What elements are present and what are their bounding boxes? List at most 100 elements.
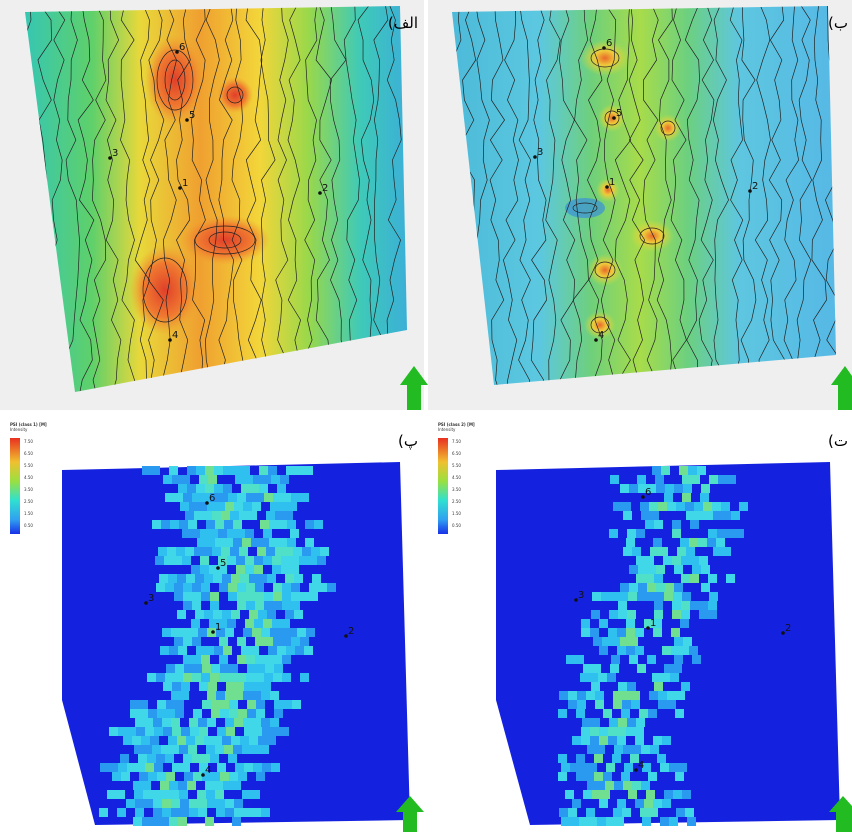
cell [589,673,598,682]
cell [238,772,247,781]
cell [669,817,678,826]
cell [180,502,189,511]
cell [680,646,689,655]
cell [308,556,317,565]
cell [273,493,282,502]
cell [269,538,278,547]
cell [236,565,245,574]
cell [162,799,171,808]
cell [581,736,590,745]
cell [148,709,157,718]
cell [136,763,145,772]
cell [166,772,175,781]
cell [234,808,243,817]
cell [629,637,638,646]
cell [272,556,281,565]
cell [205,484,214,493]
cell [245,565,254,574]
cell [618,601,627,610]
cell [227,529,236,538]
cell [177,574,186,583]
well-label: 5 [616,108,622,119]
cell [234,502,243,511]
cell [192,493,201,502]
cell [275,511,284,520]
cell [638,565,647,574]
cell [641,745,650,754]
cell [697,466,706,475]
cell [242,790,251,799]
cell [694,502,703,511]
cell [179,520,188,529]
cell [639,709,648,718]
cell [212,511,221,520]
cell [118,727,127,736]
cell [133,817,142,826]
cell [170,745,179,754]
cell [672,556,681,565]
cell [675,709,684,718]
cell [183,655,192,664]
cell [171,691,180,700]
cell [215,745,224,754]
cell [607,673,616,682]
cell [256,664,265,673]
cell [195,574,204,583]
cell [210,601,219,610]
cell [228,592,237,601]
cell [662,736,671,745]
cell [692,565,701,574]
cell [230,547,239,556]
cell [243,691,252,700]
cell [622,700,631,709]
cell [177,610,186,619]
cell [284,511,293,520]
cell [176,547,185,556]
cell [636,718,645,727]
cell [648,709,657,718]
cell [581,727,590,736]
cell [225,808,234,817]
cell [280,727,289,736]
cell [682,475,691,484]
cell [281,619,290,628]
cell [205,646,214,655]
cell [294,610,303,619]
cell [144,718,153,727]
cell [135,799,144,808]
cell [177,736,186,745]
cell [205,817,214,826]
cell [211,700,220,709]
cell [273,655,282,664]
legend-tick: 5.50 [24,463,33,468]
cell [198,628,207,637]
cell [244,475,253,484]
cell [244,682,253,691]
cell [300,637,309,646]
cell [623,781,632,790]
cell [239,511,248,520]
cell [656,484,665,493]
cell [163,475,172,484]
cell [143,790,152,799]
cell [674,583,683,592]
cell [226,727,235,736]
cell [654,520,663,529]
cell [228,754,237,763]
cell [160,646,169,655]
cell [224,538,233,547]
cell [247,709,256,718]
cell [623,745,632,754]
cell [287,520,296,529]
cell [171,799,180,808]
cell [679,466,688,475]
cell [613,808,622,817]
cell [237,583,246,592]
cell [614,745,623,754]
cell [590,736,599,745]
cell [617,736,626,745]
legend-subtitle: Intensity [438,427,456,432]
cell [161,790,170,799]
cell [152,790,161,799]
cell [726,574,735,583]
